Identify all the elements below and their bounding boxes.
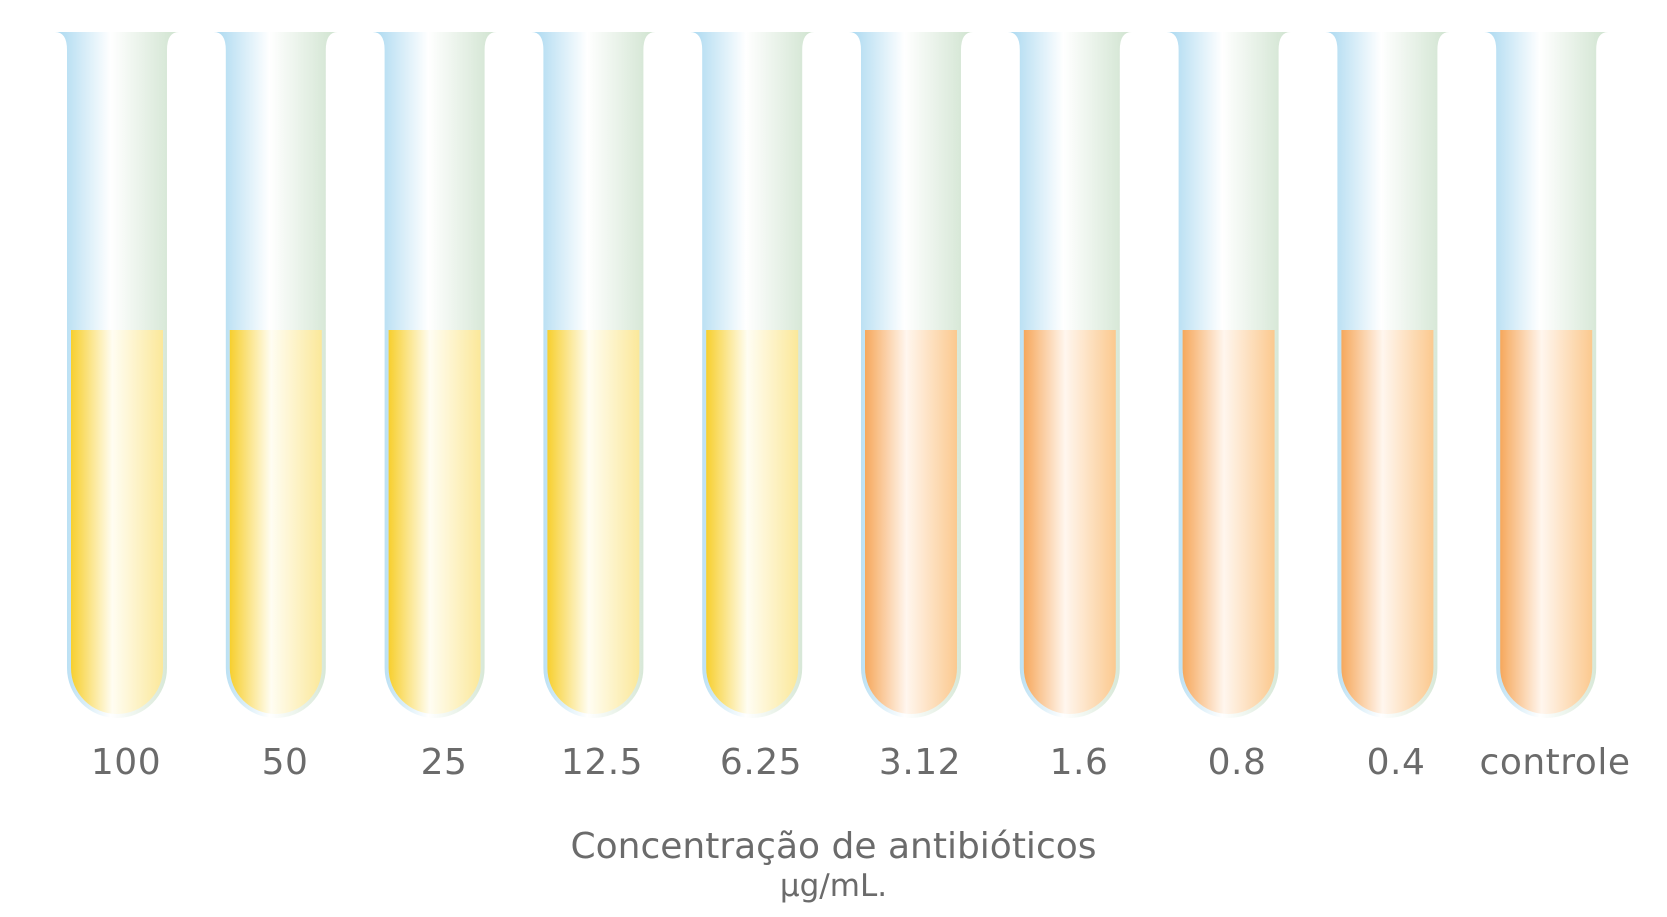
liquid-orange: [1500, 330, 1593, 714]
liquid-orange: [1341, 330, 1434, 714]
liquid-yellow: [706, 330, 799, 714]
liquid-orange: [1182, 330, 1275, 714]
liquid-yellow: [229, 330, 322, 714]
axis-caption: Concentração de antibióticos: [570, 826, 1097, 867]
tube-label-12-5: 12.5: [560, 742, 644, 783]
test-tube: [531, 32, 656, 718]
test-tube: [213, 32, 338, 718]
tube-label-3-12: 3.12: [878, 742, 962, 783]
test-tubes-graphic: [55, 32, 1609, 719]
test-tube: [1166, 32, 1291, 718]
test-tube: [1484, 32, 1609, 718]
tube-label-0-8: 0.8: [1207, 742, 1267, 783]
test-tube: [849, 32, 973, 718]
axis-caption-unit: µg/mL.: [779, 868, 888, 904]
tube-label-0-4: 0.4: [1366, 742, 1426, 783]
test-tube: [1007, 32, 1132, 719]
test-tube: [55, 32, 179, 718]
liquid-orange: [1023, 330, 1116, 715]
tube-label-controle: controle: [1479, 742, 1631, 783]
liquid-yellow: [71, 330, 163, 714]
liquid-yellow: [547, 330, 640, 714]
liquid-yellow: [388, 330, 481, 714]
tube-label-6-25: 6.25: [719, 742, 803, 783]
test-tube: [372, 32, 497, 718]
tube-label-1-6: 1.6: [1049, 742, 1109, 783]
tube-label-100: 100: [90, 742, 162, 783]
liquid-orange: [865, 330, 957, 714]
tube-label-25: 25: [420, 742, 468, 783]
test-tube: [690, 32, 815, 718]
tube-label-50: 50: [261, 742, 309, 783]
test-tube: [1325, 32, 1450, 718]
